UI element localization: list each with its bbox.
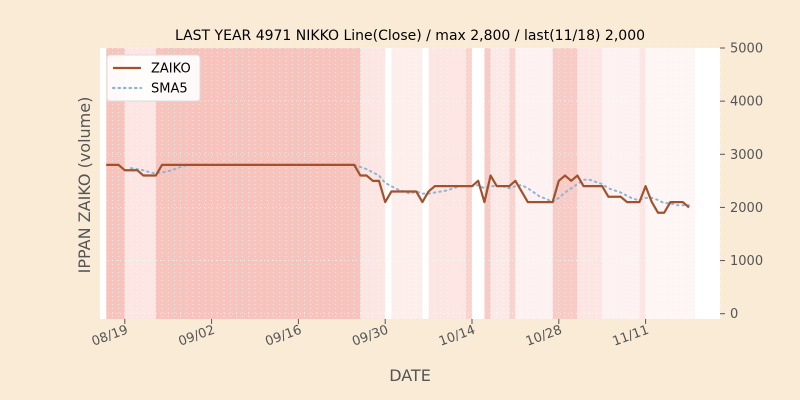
series-line-zaiko	[106, 163, 690, 214]
highlight-band-13	[602, 48, 640, 319]
highlight-band-5	[428, 48, 466, 319]
highlight-band-3	[360, 48, 386, 319]
y-tick-label: 4000	[730, 95, 763, 110]
highlight-band-7	[484, 48, 491, 319]
highlight-band-15	[645, 48, 696, 319]
legend: ZAIKO SMA5	[106, 54, 201, 102]
grid-lines	[99, 47, 721, 319]
y-tick-label: 5000	[730, 42, 763, 57]
series-lines	[106, 163, 690, 214]
y-tick-label: 0	[730, 307, 738, 322]
x-axis-label: DATE	[389, 366, 431, 385]
chart-title: LAST YEAR 4971 NIKKO Line(Close) / max 2…	[175, 28, 645, 44]
y-tick-label: 1000	[730, 254, 763, 269]
highlight-band-6	[465, 48, 472, 319]
y-axis-label: IPPAN ZAIKO (volume)	[75, 97, 94, 274]
highlight-band-10	[515, 48, 553, 319]
y-tick-label: 3000	[730, 148, 763, 163]
legend-box	[106, 54, 201, 102]
highlight-band-4	[391, 48, 423, 319]
legend-label-sma5: SMA5	[151, 82, 188, 97]
highlight-band-8	[490, 48, 510, 319]
highlight-band-14	[639, 48, 646, 319]
highlight-bands	[106, 48, 696, 319]
y-tick-label: 2000	[730, 201, 763, 216]
legend-label-zaiko: ZAIKO	[151, 62, 191, 77]
highlight-band-0	[106, 48, 125, 319]
highlight-band-11	[552, 48, 578, 319]
